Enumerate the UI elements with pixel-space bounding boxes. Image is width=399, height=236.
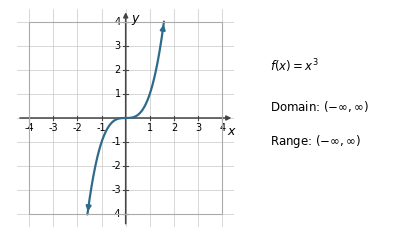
Text: x: x [227, 125, 234, 138]
Text: 4: 4 [115, 17, 121, 26]
Text: -1: -1 [111, 137, 121, 147]
Text: 3: 3 [195, 123, 201, 133]
Text: -4: -4 [111, 210, 121, 219]
Text: 2: 2 [171, 123, 177, 133]
Text: Domain: $(-\infty, \infty)$: Domain: $(-\infty, \infty)$ [270, 99, 369, 114]
Text: -1: -1 [97, 123, 107, 133]
Text: -3: -3 [49, 123, 58, 133]
Text: 4: 4 [219, 123, 225, 133]
Text: 2: 2 [115, 65, 121, 75]
Bar [29, 21, 222, 215]
Text: Range: $(-\infty, \infty)$: Range: $(-\infty, \infty)$ [270, 133, 361, 150]
Text: 1: 1 [115, 89, 121, 99]
Text: y: y [131, 12, 138, 25]
Text: 1: 1 [147, 123, 153, 133]
Text: -3: -3 [111, 185, 121, 195]
Text: -4: -4 [24, 123, 34, 133]
Text: 3: 3 [115, 41, 121, 51]
Text: $f(x) = x^3$: $f(x) = x^3$ [270, 57, 319, 75]
Text: -2: -2 [73, 123, 82, 133]
Text: -2: -2 [111, 161, 121, 171]
